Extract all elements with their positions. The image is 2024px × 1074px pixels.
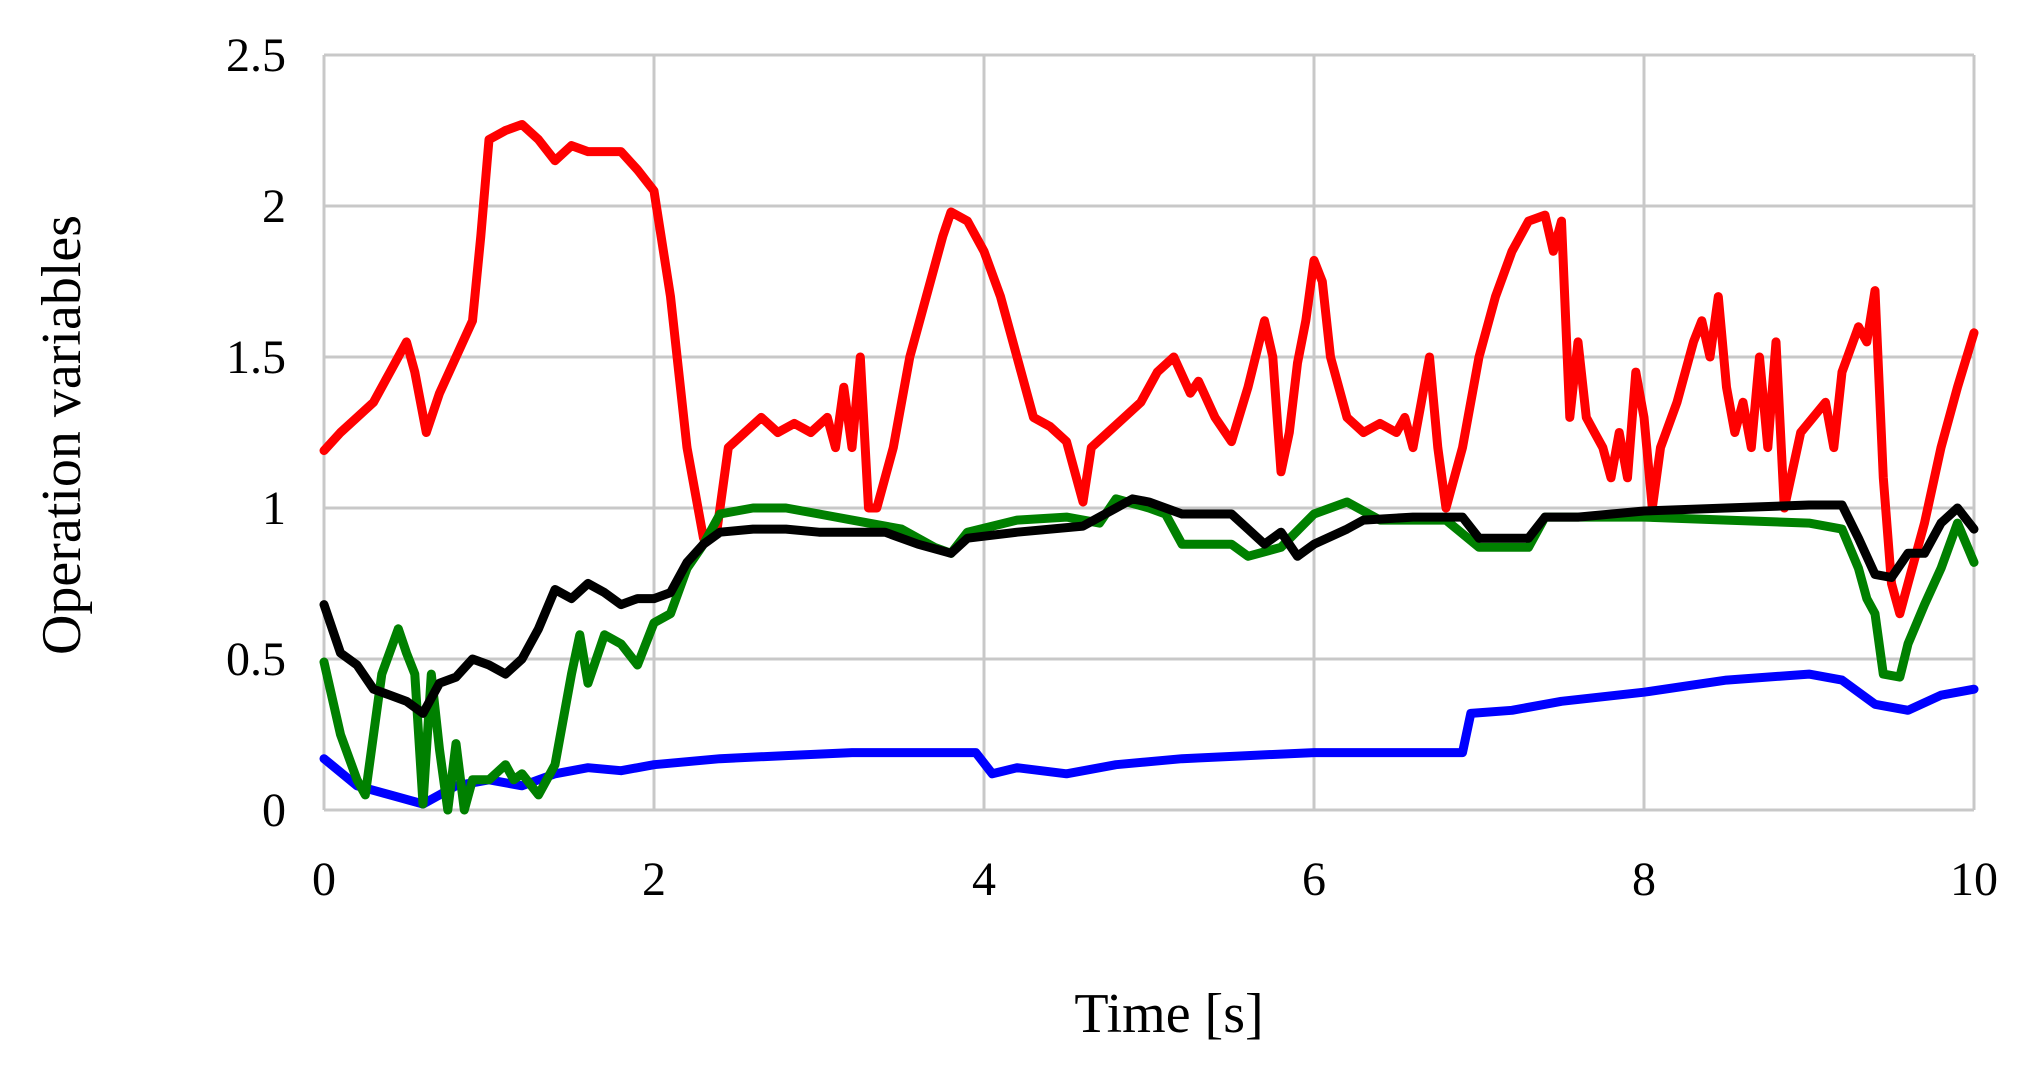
series-line-4 <box>319 494 1979 718</box>
x-tick-labels: 0 2 4 6 8 10 <box>312 853 1998 906</box>
y-tick-label: 1.5 <box>226 331 286 384</box>
y-tick-label: 0.5 <box>226 633 286 686</box>
y-tick-label: 2 <box>262 180 286 233</box>
x-tick-label: 10 <box>1950 853 1998 906</box>
series-lines <box>319 120 1979 815</box>
x-tick-label: 0 <box>312 853 336 906</box>
y-axis-title: Operation variables <box>31 215 93 655</box>
y-tick-label: 0 <box>262 784 286 837</box>
x-axis-title: Time [s] <box>1074 983 1263 1045</box>
y-tick-labels: 0 0.5 1 1.5 2 2.5 <box>226 29 286 837</box>
series-line-3 <box>319 494 1979 815</box>
x-tick-label: 2 <box>642 853 666 906</box>
x-tick-label: 6 <box>1302 853 1326 906</box>
x-tick-label: 4 <box>972 853 996 906</box>
x-tick-label: 8 <box>1632 853 1656 906</box>
y-tick-label: 2.5 <box>226 29 286 82</box>
series-line-2 <box>319 669 1979 809</box>
series-line-1 <box>319 120 1979 619</box>
y-tick-label: 1 <box>262 482 286 535</box>
